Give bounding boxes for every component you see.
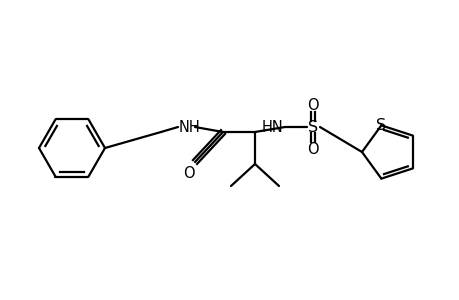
Text: S: S bbox=[307, 119, 317, 134]
Text: S: S bbox=[375, 118, 386, 133]
Text: NH: NH bbox=[179, 119, 200, 134]
Text: O: O bbox=[307, 142, 318, 157]
Text: HN: HN bbox=[261, 119, 282, 134]
Text: O: O bbox=[183, 167, 195, 182]
Text: O: O bbox=[307, 98, 318, 112]
